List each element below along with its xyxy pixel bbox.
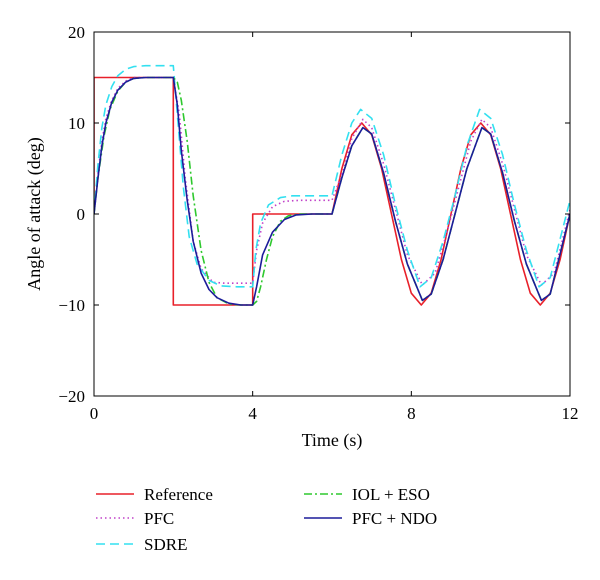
series-line-2 xyxy=(94,64,570,288)
legend-label-4: PFC + NDO xyxy=(352,509,437,528)
y-tick-label: −20 xyxy=(58,387,85,406)
x-tick-label: 8 xyxy=(407,404,416,423)
y-tick-label: 10 xyxy=(68,114,85,133)
legend-label-0: Reference xyxy=(144,485,213,504)
y-tick-label: 0 xyxy=(77,205,86,224)
plot-area xyxy=(94,64,570,306)
series-line-1 xyxy=(94,76,570,286)
x-tick-label: 0 xyxy=(90,404,99,423)
x-tick-label: 4 xyxy=(248,404,257,423)
series-line-0 xyxy=(94,76,570,306)
y-tick-label: 20 xyxy=(68,23,85,42)
y-tick-label: −10 xyxy=(58,296,85,315)
x-axis-label: Time (s) xyxy=(302,430,363,451)
axes: 0 4 8 12 −20 −10 0 10 20 xyxy=(58,23,578,423)
series-line-4 xyxy=(94,76,570,306)
legend-label-1: PFC xyxy=(144,509,174,528)
y-axis-label: Angle of attack (deg) xyxy=(24,137,45,290)
legend-label-3: IOL + ESO xyxy=(352,485,430,504)
x-tick-label: 12 xyxy=(562,404,579,423)
legend: Reference PFC SDRE IOL + ESO PFC + NDO xyxy=(96,485,437,554)
series-line-3 xyxy=(94,76,570,306)
legend-label-2: SDRE xyxy=(144,535,187,554)
